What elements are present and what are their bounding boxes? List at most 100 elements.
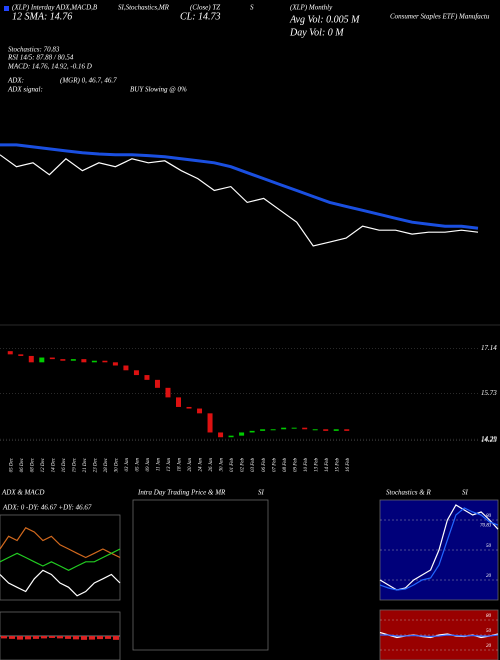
- header: (Close) TZ: [190, 4, 220, 12]
- y-tick-label: 50: [486, 629, 492, 634]
- candle-body: [228, 435, 234, 438]
- y-tick-label: 80: [486, 514, 492, 519]
- x-tick-label: 26 Jan: [209, 458, 214, 472]
- candle-body: [249, 430, 255, 433]
- header: Day Vol: 0 M: [289, 27, 344, 38]
- header: CL: 14.73: [180, 11, 221, 22]
- header: Stochastics: 70.83: [8, 46, 60, 54]
- y-tick-label: 80: [486, 614, 492, 619]
- candle-body: [176, 397, 181, 407]
- candle-body: [291, 427, 297, 429]
- x-tick-label: 05 Dec: [9, 457, 14, 472]
- candle-body: [112, 362, 118, 366]
- x-tick-label: 10 Feb: [304, 458, 309, 473]
- y-tick-label: 14.29: [481, 435, 497, 443]
- candle-body: [270, 429, 276, 431]
- candle-body: [197, 408, 203, 414]
- x-tick-label: 30 Jan: [220, 458, 225, 472]
- panel-title: Intra Day Trading Price & MR: [137, 489, 226, 497]
- candle-body: [102, 360, 108, 363]
- y-tick-label: 20: [486, 574, 492, 579]
- x-tick-label: 06 Dec: [20, 457, 25, 472]
- header: MACD: 14.76, 14.92, -0.16 D: [7, 63, 92, 71]
- y-tick-label: 20: [486, 644, 492, 649]
- icon: [4, 6, 9, 11]
- candle-body: [144, 375, 150, 380]
- bar: [81, 636, 87, 640]
- bar: [1, 636, 7, 639]
- x-tick-label: 16 Feb: [346, 458, 351, 473]
- x-tick-label: 21 Dec: [83, 457, 88, 472]
- line: [0, 569, 121, 597]
- header: (MGR) 0, 46.7, 46.7: [60, 77, 117, 85]
- x-tick-label: 16 Dec: [62, 457, 67, 472]
- x-tick-label: 08 Feb: [283, 458, 288, 473]
- x-tick-label: 14 Feb: [325, 458, 330, 473]
- x-tick-label: 13 Jan: [167, 458, 172, 472]
- candle-body: [302, 427, 308, 430]
- x-tick-label: 23 Dec: [94, 457, 99, 472]
- candle-body: [49, 357, 55, 360]
- x-tick-label: 19 Dec: [72, 457, 77, 472]
- x-tick-label: 02 Feb: [241, 458, 246, 473]
- panel-title: ADX & MACD: [1, 489, 44, 497]
- line: [0, 154, 479, 247]
- bar: [57, 636, 63, 639]
- bar: [49, 636, 55, 638]
- x-tick-label: 09 Jan: [146, 458, 151, 472]
- x-tick-label: 20 Jan: [188, 458, 193, 472]
- candle-body: [91, 360, 97, 363]
- line: [0, 143, 479, 230]
- header: SI,Stochastics,MR: [118, 4, 170, 12]
- header: RSI 14/5: 87.88 / 80.54: [7, 54, 74, 62]
- candle-body: [39, 357, 45, 363]
- bar: [113, 636, 119, 640]
- x-tick-label: 18 Jan: [178, 458, 183, 472]
- header: 12 SMA: 14.76: [12, 11, 72, 22]
- x-tick-label: 28 Dec: [104, 457, 109, 472]
- candle-body: [70, 359, 76, 361]
- x-tick-label: 11 Jan: [157, 458, 162, 472]
- line: [380, 634, 499, 638]
- bar: [25, 636, 31, 640]
- annotation: 70.83: [480, 523, 492, 528]
- line: [379, 507, 499, 591]
- y-tick-label: 50: [486, 544, 492, 549]
- y-tick-label: 15.73: [481, 389, 497, 397]
- bar: [105, 636, 111, 639]
- x-tick-label: 30 Dec: [115, 457, 120, 472]
- y-tick-label: 17.14: [481, 344, 497, 352]
- bar: [17, 636, 23, 640]
- bar: [33, 636, 39, 639]
- candle-body: [323, 429, 329, 431]
- candle-body: [28, 355, 34, 363]
- panel-title: SI: [462, 489, 469, 497]
- candle-body: [81, 359, 87, 363]
- candle-body: [312, 429, 318, 431]
- candle-body: [18, 354, 24, 356]
- x-tick-label: 13 Feb: [314, 458, 319, 473]
- candle-body: [344, 429, 350, 431]
- header: Consumer Staples ETF) Manufactu: [390, 13, 490, 21]
- x-tick-label: 03 Jan: [125, 458, 130, 472]
- x-tick-label: 06 Feb: [262, 458, 267, 473]
- header: ADX:: [7, 77, 24, 85]
- candle-body: [281, 427, 287, 430]
- panel-title: SI: [258, 489, 265, 497]
- candle-body: [7, 351, 13, 355]
- header: (XLP) Monthly: [290, 4, 333, 12]
- line: [0, 548, 121, 571]
- line: [0, 527, 121, 559]
- candle-body: [239, 432, 245, 436]
- bar: [89, 636, 95, 640]
- candle-body: [207, 413, 213, 433]
- candle-body: [123, 365, 129, 371]
- y-tick-label: 14.25: [481, 436, 497, 444]
- candle-body: [165, 387, 171, 398]
- x-tick-label: 03 Feb: [251, 458, 256, 473]
- panel-title: Stochastics & R: [386, 489, 431, 497]
- header: S: [250, 4, 254, 12]
- x-tick-label: 05 Jan: [136, 458, 141, 472]
